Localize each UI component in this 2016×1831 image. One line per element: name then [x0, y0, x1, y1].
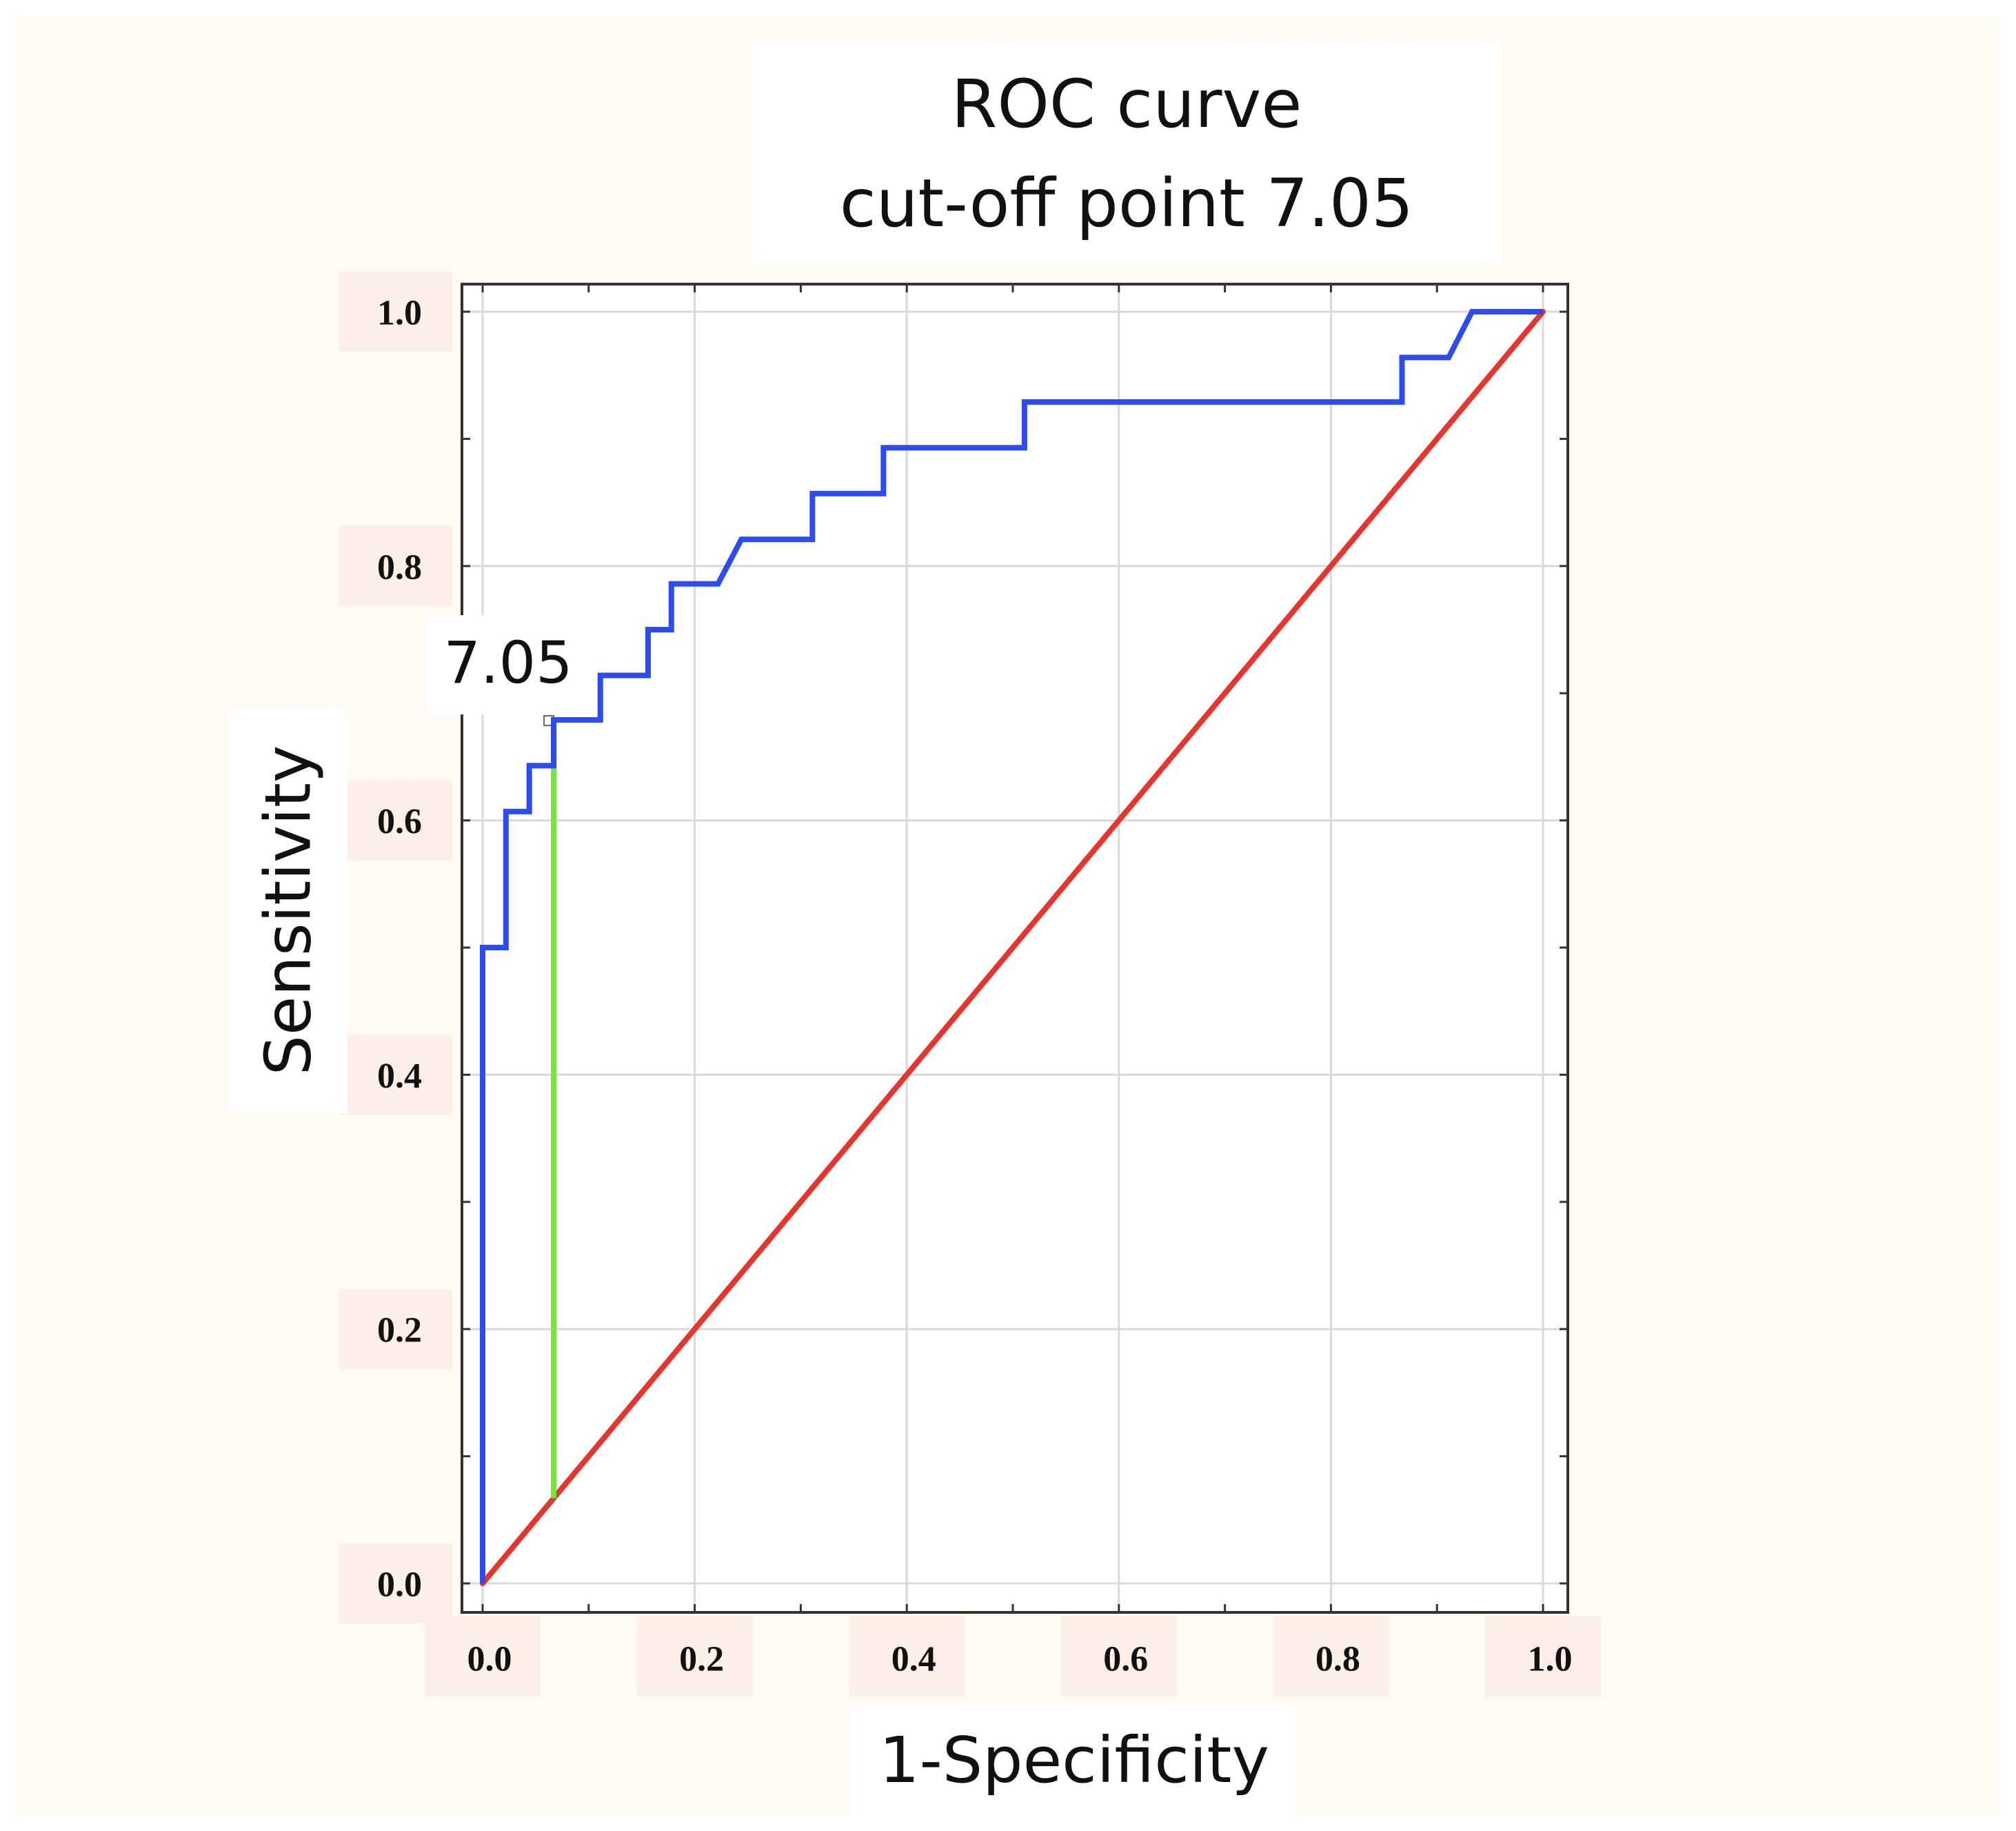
y-tick-label: 0.6	[377, 802, 422, 841]
x-tick-label-bg	[1485, 1617, 1601, 1697]
plot-area	[461, 283, 1569, 1614]
x-tick-label-bg	[849, 1617, 965, 1697]
ylabel-box	[229, 708, 347, 1113]
x-tick-label: 0.8	[1316, 1640, 1360, 1679]
chart-subtitle: cut-off point 7.05	[840, 165, 1413, 242]
x-tick-label: 0.6	[1103, 1640, 1148, 1679]
roc-curve-line	[480, 309, 1543, 1583]
y-axis-label: Sensitivity	[252, 746, 325, 1076]
x-tick-label-bg	[425, 1617, 541, 1697]
chart-title: ROC curve	[951, 66, 1302, 143]
y-tick-label: 0.4	[377, 1057, 422, 1096]
x-tick-label-bg	[636, 1617, 753, 1697]
y-tick-label-bg	[339, 1543, 452, 1623]
grid-lines	[462, 284, 1568, 1612]
series-layer	[480, 309, 1546, 1586]
y-tick-label-bg	[339, 1034, 452, 1115]
x-tick-label-bg	[1060, 1617, 1177, 1697]
x-tick-label: 0.4	[891, 1640, 936, 1679]
reference-line	[480, 309, 1546, 1586]
x-tick-label: 0.2	[679, 1640, 724, 1679]
x-tick-label: 1.0	[1528, 1640, 1573, 1679]
cutoff-label-box	[426, 615, 571, 714]
title-box	[752, 41, 1502, 263]
y-tick-label-bg	[339, 1289, 452, 1370]
y-tick-label: 0.2	[377, 1311, 422, 1350]
x-tick-label: 0.0	[467, 1640, 512, 1679]
y-tick-label-bg	[339, 526, 452, 606]
y-tick-label-bg	[339, 780, 452, 861]
cutoff-label: 7.05	[443, 629, 572, 697]
y-tick-labels: 0.0 0.2 0.4 0.6 0.8 1.0	[339, 272, 452, 1623]
y-tick-label-bg	[339, 272, 452, 352]
y-tick-label: 0.0	[377, 1565, 422, 1605]
x-axis-label: 1-Specificity	[879, 1723, 1269, 1797]
xlabel-box	[852, 1706, 1296, 1829]
y-tick-label: 0.8	[377, 548, 422, 587]
x-tick-label-bg	[1273, 1617, 1389, 1697]
plot-border	[461, 283, 1569, 1614]
y-tick-label: 1.0	[377, 294, 422, 333]
x-tick-labels: 0.0 0.2 0.4 0.6 0.8 1.0	[425, 1617, 1601, 1697]
